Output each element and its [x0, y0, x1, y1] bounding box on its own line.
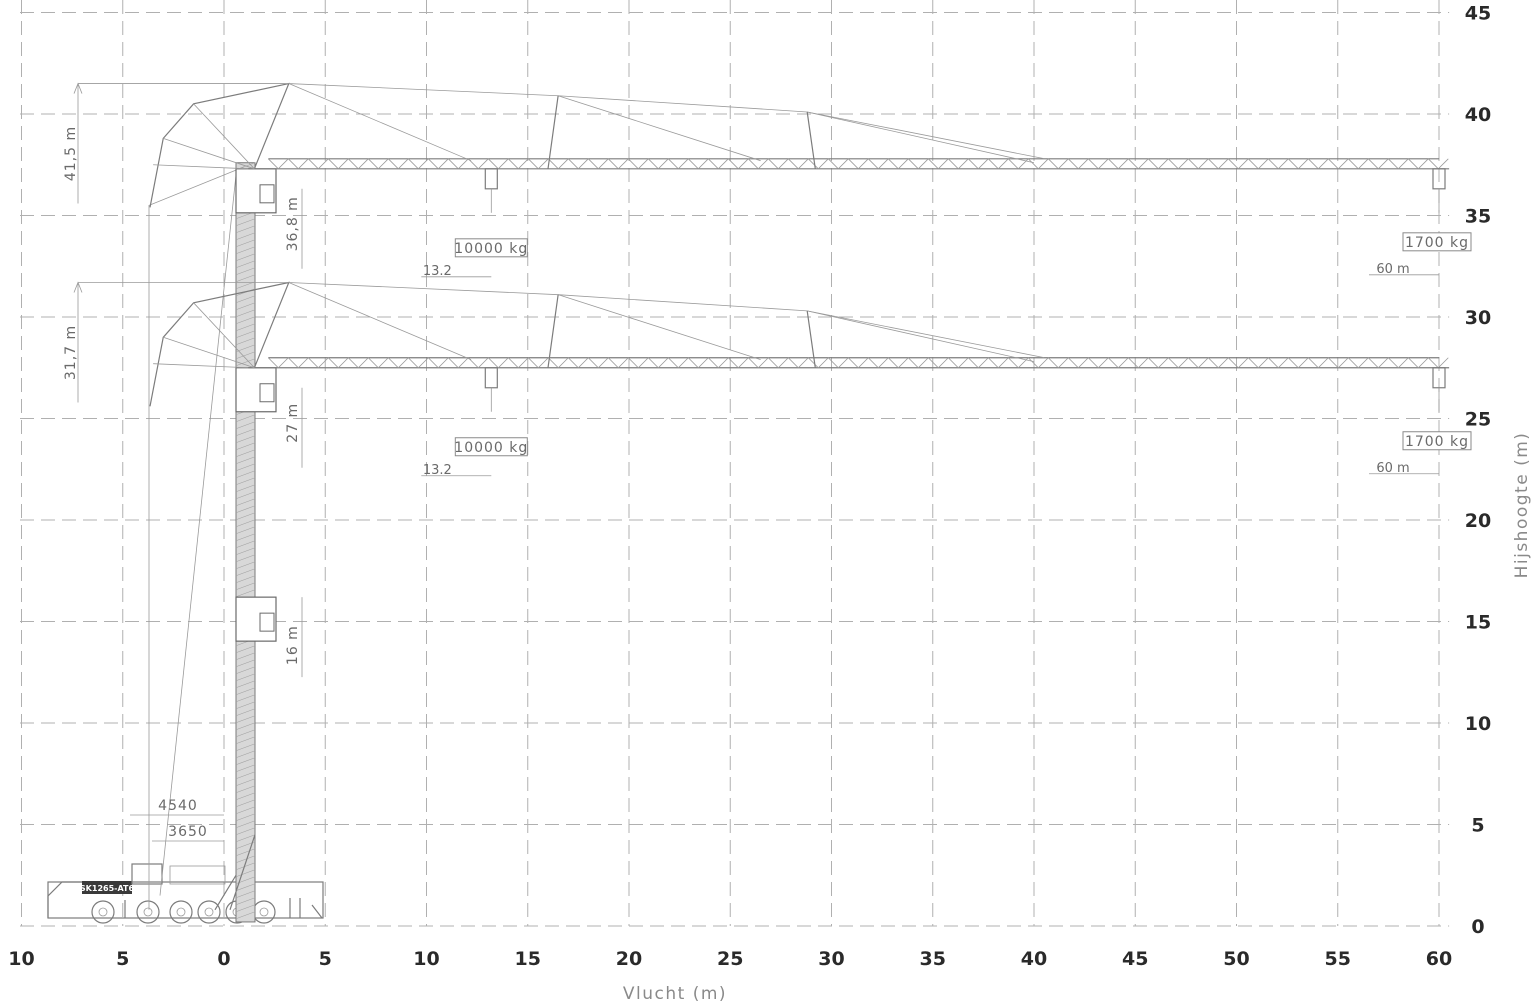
x-tick-label: 5: [116, 948, 129, 970]
x-axis-label: Vlucht (m): [623, 984, 727, 1004]
load-box: [454, 238, 528, 258]
x-tick-label: 10: [8, 948, 34, 970]
wheel: [169, 900, 193, 924]
fly-jib-bracing: [153, 302, 255, 369]
y-tick-label: 20: [1465, 510, 1491, 532]
near-load-label: 10000 kg: [454, 241, 528, 257]
near-radius-label: 13.2: [423, 264, 452, 279]
y-tick-label: 15: [1465, 612, 1491, 634]
cab-window: [259, 383, 275, 403]
wheel: [136, 900, 160, 924]
y-tick-label: 30: [1465, 307, 1491, 329]
operator-cab: [235, 168, 277, 214]
wheel: [197, 900, 221, 924]
fly-jib-bracing: [153, 103, 255, 170]
mast-body: [235, 162, 256, 923]
low-cab-height-label: 16 m: [285, 625, 301, 665]
crane-drawing: SK1265-AT6: [47, 82, 1450, 924]
counterweight: [131, 863, 163, 885]
wheel-hub: [98, 907, 108, 917]
tie-rod-inner: [288, 83, 472, 162]
guy-rope: [159, 174, 237, 896]
strut-posts: [547, 95, 816, 169]
hook-block: [484, 367, 498, 389]
cab-window: [259, 612, 275, 632]
x-tick-label: 15: [515, 948, 541, 970]
model-label: SK1265-AT6: [80, 884, 135, 893]
tip-load-label: 1700 kg: [1405, 434, 1469, 450]
wheel: [252, 900, 276, 924]
crane-config-1: [149, 82, 1450, 214]
tower-mast: [214, 162, 256, 923]
x-tick-label: 35: [920, 948, 946, 970]
total-height-label: 31,7 m: [63, 325, 79, 380]
x-tick-label: 10: [413, 948, 439, 970]
jib-lattice: [268, 158, 1449, 170]
mast-foot-strut: [214, 834, 256, 911]
y-tick-label: 45: [1465, 3, 1491, 25]
operator-cab: [235, 367, 277, 413]
load-box: [454, 437, 528, 457]
x-tick-label: 20: [616, 948, 642, 970]
y-tick-label: 35: [1465, 206, 1491, 228]
wheel-hub: [143, 907, 153, 917]
tip-radius-label: 60 m: [1376, 262, 1409, 277]
hook-height-label: 36,8 m: [285, 196, 301, 251]
near-load-label: 10000 kg: [454, 440, 528, 456]
load-box: [1402, 431, 1472, 451]
guy-rope: [148, 166, 245, 910]
near-radius-label: 13.2: [423, 463, 452, 478]
truck-chassis: SK1265-AT6: [47, 863, 324, 924]
tie-rod-inner: [288, 282, 472, 360]
hook-block: [484, 168, 498, 190]
total-height-label: 41,5 m: [63, 126, 79, 181]
x-tick-label: 5: [319, 948, 332, 970]
tip-radius-label: 60 m: [1376, 461, 1409, 476]
crane-config-2: [149, 281, 1450, 413]
y-tick-label: 10: [1465, 713, 1491, 735]
y-tick-label: 25: [1465, 409, 1491, 431]
wheel-hub: [259, 907, 269, 917]
outriggers: [124, 898, 323, 919]
model-plate: [82, 881, 132, 894]
low-operator-cab: [235, 596, 277, 642]
tie-rod-diagonals: [558, 294, 1035, 363]
y-tick-label: 0: [1471, 916, 1484, 938]
tie-rods: [288, 83, 1045, 160]
dim-outer-label: 4540: [158, 798, 198, 814]
wheel-hub: [176, 907, 186, 917]
x-tick-label: 55: [1325, 948, 1351, 970]
dim-inner-label: 3650: [168, 824, 208, 840]
x-tick-label: 30: [818, 948, 844, 970]
x-tick-label: 50: [1223, 948, 1249, 970]
wheel-hub: [204, 907, 214, 917]
tip-load-label: 1700 kg: [1405, 235, 1469, 251]
axis-ticks: 10 5 0 5 10 15 20 25 30 35 40 45 50 55 600510152025303…: [8, 3, 1491, 971]
tie-rods: [288, 282, 1045, 358]
operator-cab: [235, 596, 277, 642]
x-tick-label: 60: [1426, 948, 1452, 970]
x-tick-label: 25: [717, 948, 743, 970]
tie-rod-diagonals: [558, 95, 1035, 164]
x-tick-label: 45: [1122, 948, 1148, 970]
jib-lattice: [268, 357, 1449, 369]
wheel: [91, 900, 115, 924]
strut-posts: [547, 294, 816, 368]
y-tick-label: 40: [1465, 104, 1491, 126]
x-tick-label: 0: [217, 948, 230, 970]
cab-window: [259, 184, 275, 204]
load-box: [1402, 232, 1472, 252]
y-axis-label: Hijshoogte (m): [1512, 432, 1532, 579]
deck-box: [169, 865, 226, 885]
x-tick-label: 40: [1021, 948, 1047, 970]
grid: [20, 0, 1450, 927]
hook-height-label: 27 m: [285, 403, 301, 443]
y-tick-label: 5: [1471, 815, 1484, 837]
